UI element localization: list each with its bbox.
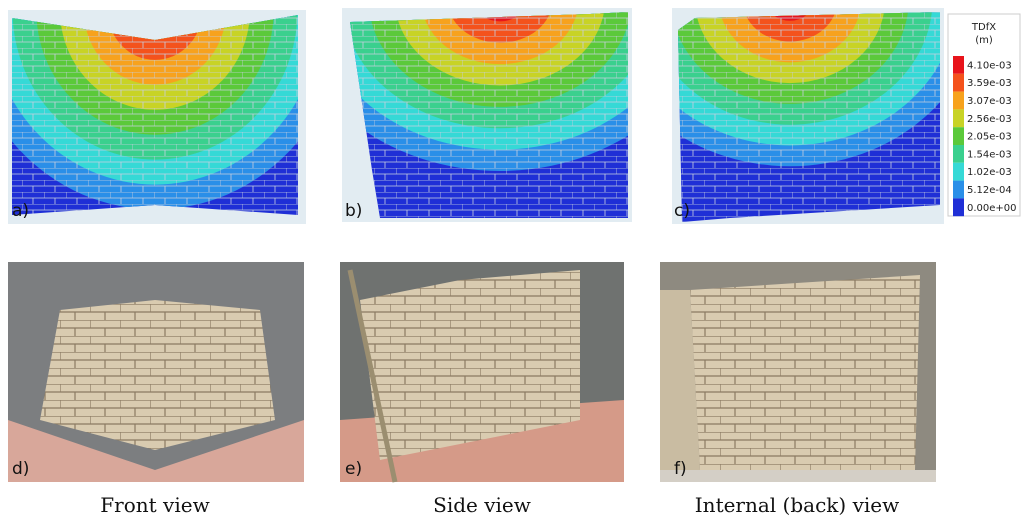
panel-label: c)	[674, 201, 690, 221]
contour-plot	[350, 12, 628, 218]
panel-label: e)	[345, 459, 362, 479]
panel-label: b)	[345, 201, 362, 221]
legend-label: 1.54e-03	[967, 149, 1012, 160]
legend-label: 3.59e-03	[967, 78, 1012, 89]
legend-label: 3.07e-03	[967, 96, 1012, 107]
caption: Front view	[100, 493, 209, 517]
brick-grid	[678, 12, 940, 222]
legend-swatch	[953, 56, 964, 74]
legend-swatch	[953, 162, 964, 181]
legend-label: 1.02e-03	[967, 167, 1012, 178]
photos	[8, 262, 936, 483]
legend-swatch	[953, 91, 964, 110]
legend-swatch	[953, 145, 964, 163]
panel-label: a)	[12, 201, 29, 221]
caption: Internal (back) view	[695, 493, 899, 517]
legend-unit: (m)	[975, 35, 993, 46]
legend-swatch	[953, 127, 964, 145]
legend-label: 2.05e-03	[967, 132, 1012, 143]
contour-plot	[12, 15, 298, 215]
brick-grid	[12, 15, 298, 215]
panel-label: d)	[12, 459, 29, 479]
legend-label: 5.12e-04	[967, 185, 1012, 196]
legend-swatch	[953, 73, 964, 92]
legend-label: 2.56e-03	[967, 114, 1012, 125]
legend-label: 4.10e-03	[967, 60, 1012, 71]
contour-plot	[678, 12, 940, 222]
caption: Side view	[433, 493, 531, 517]
legend-swatch	[953, 109, 964, 128]
legend-swatch	[953, 198, 964, 217]
panel-label: f)	[674, 459, 687, 479]
brick-grid	[350, 12, 628, 218]
legend-swatch	[953, 180, 964, 199]
legend-label: 0.00e+00	[967, 203, 1017, 214]
legend-title: TDfX	[971, 22, 996, 33]
